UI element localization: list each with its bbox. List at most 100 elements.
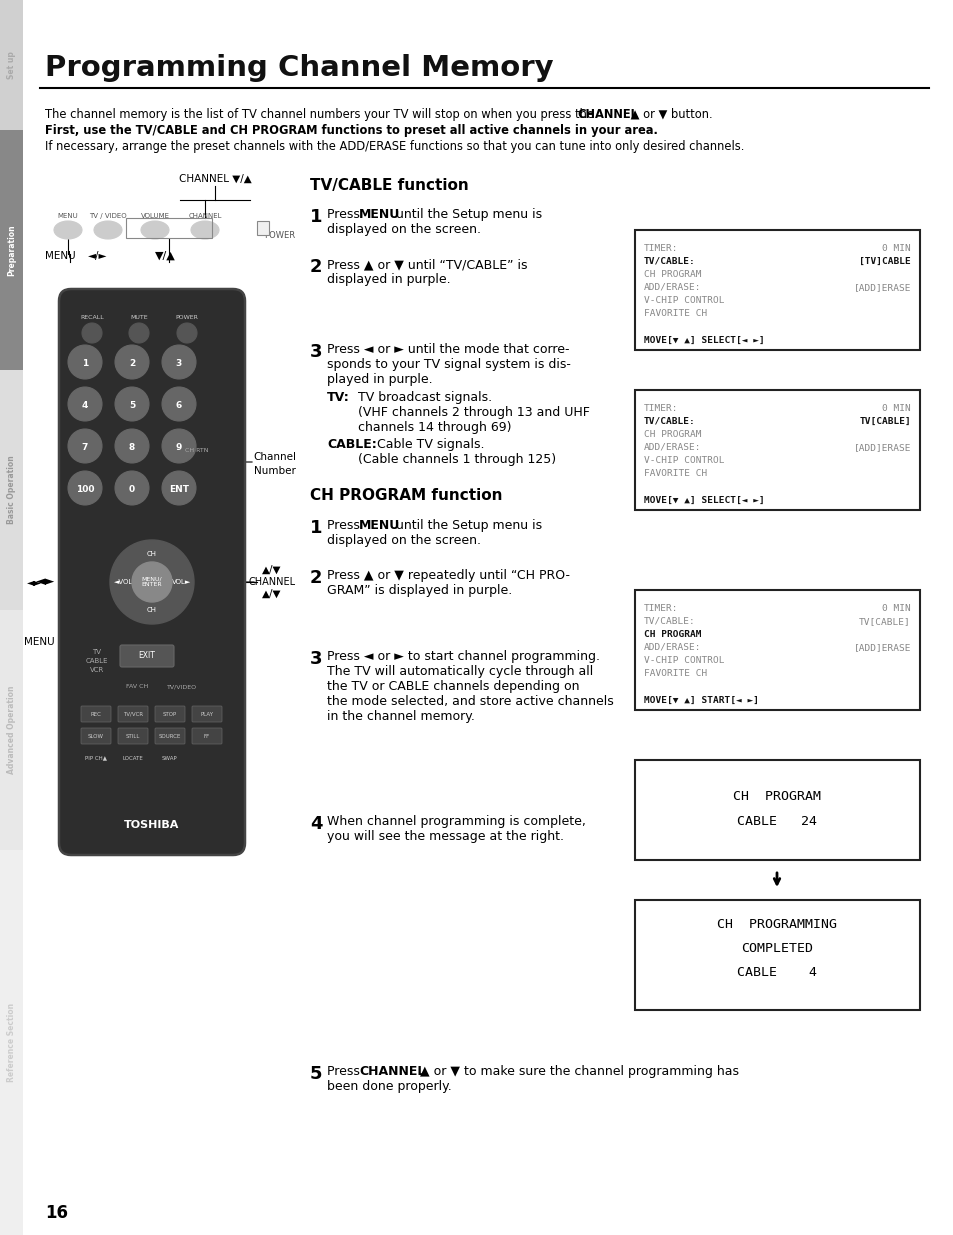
Text: Channel: Channel <box>253 452 296 462</box>
Text: CHANNEL: CHANNEL <box>577 107 638 121</box>
Text: [ADD]ERASE: [ADD]ERASE <box>853 643 910 652</box>
Circle shape <box>68 387 102 421</box>
FancyBboxPatch shape <box>59 289 245 855</box>
Text: the TV or CABLE channels depending on: the TV or CABLE channels depending on <box>327 680 578 693</box>
Text: CH: CH <box>147 606 157 613</box>
Text: 2: 2 <box>310 258 322 275</box>
Text: FF: FF <box>204 734 210 739</box>
Bar <box>635 590 919 710</box>
Bar <box>635 230 919 350</box>
Bar <box>0 610 23 850</box>
Ellipse shape <box>54 221 82 240</box>
Text: TIMER:: TIMER: <box>643 245 678 253</box>
Text: displayed in purple.: displayed in purple. <box>327 273 450 287</box>
Text: TIMER:: TIMER: <box>643 604 678 613</box>
Text: TIMER:: TIMER: <box>643 404 678 412</box>
Text: 2: 2 <box>310 569 322 587</box>
Bar <box>256 221 269 235</box>
Text: FAVORITE CH: FAVORITE CH <box>643 309 706 317</box>
Text: 6: 6 <box>175 400 182 410</box>
Text: SOURCE: SOURCE <box>158 734 181 739</box>
Circle shape <box>162 471 195 505</box>
Bar <box>0 370 23 610</box>
Text: 4: 4 <box>310 815 322 832</box>
Text: LOCATE: LOCATE <box>123 756 143 761</box>
Text: Basic Operation: Basic Operation <box>7 456 16 525</box>
Text: STILL: STILL <box>126 734 140 739</box>
Text: 3: 3 <box>175 358 182 368</box>
Text: CH PROGRAM: CH PROGRAM <box>643 630 700 638</box>
Text: Press ◄ or ► to start channel programming.: Press ◄ or ► to start channel programmin… <box>327 650 599 663</box>
Text: The TV will automatically cycle through all: The TV will automatically cycle through … <box>327 664 593 678</box>
Text: [TV]CABLE: [TV]CABLE <box>859 257 910 266</box>
Text: 7: 7 <box>82 442 88 452</box>
Ellipse shape <box>94 221 122 240</box>
Text: displayed on the screen.: displayed on the screen. <box>327 224 480 236</box>
Ellipse shape <box>191 221 219 240</box>
Text: 0 MIN: 0 MIN <box>882 245 910 253</box>
Text: CH: CH <box>147 551 157 557</box>
FancyBboxPatch shape <box>118 706 148 722</box>
Text: GRAM” is displayed in purple.: GRAM” is displayed in purple. <box>327 584 512 597</box>
Text: TV: TV <box>92 650 101 655</box>
Circle shape <box>115 345 149 379</box>
Text: TV/CABLE:: TV/CABLE: <box>643 417 695 426</box>
Text: FAVORITE CH: FAVORITE CH <box>643 469 706 478</box>
Text: V-CHIP CONTROL: V-CHIP CONTROL <box>643 656 723 664</box>
Text: Press ▲ or ▼ until “TV/CABLE” is: Press ▲ or ▼ until “TV/CABLE” is <box>327 258 527 270</box>
Text: ADD/ERASE:: ADD/ERASE: <box>643 443 700 452</box>
Circle shape <box>162 387 195 421</box>
Circle shape <box>68 429 102 463</box>
Text: Cable TV signals.: Cable TV signals. <box>373 438 484 451</box>
Text: MENU: MENU <box>358 207 400 221</box>
Text: CABLE:: CABLE: <box>327 438 376 451</box>
Text: If necessary, arrange the preset channels with the ADD/ERASE functions so that y: If necessary, arrange the preset channel… <box>45 140 743 153</box>
Text: V-CHIP CONTROL: V-CHIP CONTROL <box>643 296 723 305</box>
Text: ▲ or ▼ to make sure the channel programming has: ▲ or ▼ to make sure the channel programm… <box>416 1065 739 1078</box>
Bar <box>635 760 919 860</box>
Text: SLOW: SLOW <box>88 734 104 739</box>
Text: ◄VOL: ◄VOL <box>114 579 133 585</box>
Text: First, use the TV/CABLE and CH PROGRAM functions to preset all active channels i: First, use the TV/CABLE and CH PROGRAM f… <box>45 124 658 137</box>
Text: CHANNEL: CHANNEL <box>358 1065 425 1078</box>
Text: 8: 8 <box>129 442 135 452</box>
Text: MUTE: MUTE <box>130 315 148 320</box>
Text: EXIT: EXIT <box>138 652 155 661</box>
Text: Advanced Operation: Advanced Operation <box>7 685 16 774</box>
Text: V-CHIP CONTROL: V-CHIP CONTROL <box>643 456 723 466</box>
Circle shape <box>115 429 149 463</box>
Text: POWER: POWER <box>175 315 198 320</box>
Text: 0 MIN: 0 MIN <box>882 604 910 613</box>
Text: MOVE[▼ ▲] SELECT[◄ ►]: MOVE[▼ ▲] SELECT[◄ ►] <box>643 496 764 505</box>
Text: ▲ or ▼ button.: ▲ or ▼ button. <box>626 107 712 121</box>
Text: Press ▲ or ▼ repeatedly until “CH PRO-: Press ▲ or ▼ repeatedly until “CH PRO- <box>327 569 569 582</box>
Circle shape <box>177 324 196 343</box>
FancyBboxPatch shape <box>154 706 185 722</box>
Text: CABLE   24: CABLE 24 <box>737 815 816 827</box>
Text: TOSHIBA: TOSHIBA <box>124 820 179 830</box>
Text: played in purple.: played in purple. <box>327 373 432 387</box>
Text: TV/CABLE function: TV/CABLE function <box>310 178 468 193</box>
Text: displayed on the screen.: displayed on the screen. <box>327 534 480 547</box>
Circle shape <box>68 471 102 505</box>
Text: MOVE[▼ ▲] START[◄ ►]: MOVE[▼ ▲] START[◄ ►] <box>643 697 759 705</box>
Text: MENU: MENU <box>57 212 78 219</box>
Circle shape <box>162 345 195 379</box>
Bar <box>126 219 212 238</box>
Text: VOLUME: VOLUME <box>140 212 170 219</box>
Text: Set up: Set up <box>7 51 16 79</box>
Text: ADD/ERASE:: ADD/ERASE: <box>643 643 700 652</box>
FancyBboxPatch shape <box>154 727 185 743</box>
FancyBboxPatch shape <box>81 706 111 722</box>
Text: 2: 2 <box>129 358 135 368</box>
Text: Preparation: Preparation <box>7 225 16 275</box>
Text: you will see the message at the right.: you will see the message at the right. <box>327 830 563 844</box>
Text: TV:: TV: <box>327 391 350 404</box>
Text: RECALL: RECALL <box>80 315 104 320</box>
Circle shape <box>115 471 149 505</box>
Text: COMPLETED: COMPLETED <box>740 942 812 955</box>
Text: 5: 5 <box>129 400 135 410</box>
Text: MENU: MENU <box>358 519 400 532</box>
Ellipse shape <box>141 221 169 240</box>
Circle shape <box>110 540 193 624</box>
